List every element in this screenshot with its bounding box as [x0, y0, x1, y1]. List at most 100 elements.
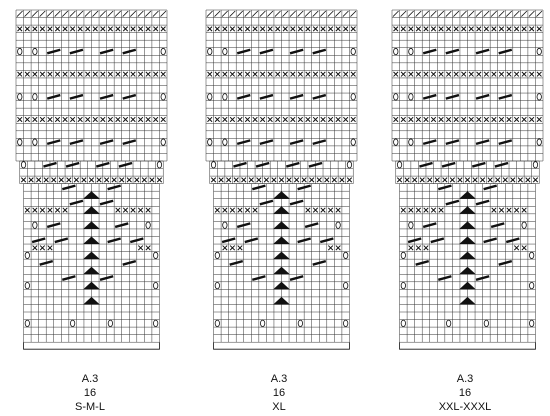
purl-symbol	[36, 177, 42, 183]
knit-diagonal-symbol	[69, 10, 76, 17]
purl-symbol	[476, 71, 482, 77]
purl-symbol	[483, 26, 490, 32]
purl-symbol	[119, 177, 125, 183]
cable-symbol	[43, 161, 57, 168]
purl-symbol	[400, 26, 406, 32]
yarn-over-symbol	[222, 138, 228, 146]
purl-symbol	[137, 116, 144, 123]
yarn-over-symbol	[207, 138, 213, 146]
purl-symbol	[126, 177, 132, 183]
knit-diagonal-symbol	[453, 10, 460, 17]
purl-symbol	[305, 207, 311, 213]
cable-symbol	[255, 161, 270, 168]
purl-symbol	[58, 177, 64, 183]
purl-symbol	[92, 26, 98, 32]
cable-symbol	[475, 93, 490, 100]
yarn-over-symbol	[24, 319, 30, 327]
purl-symbol	[259, 71, 266, 77]
purl-symbol	[506, 71, 512, 77]
yarn-over-symbol	[343, 281, 349, 290]
yarn-over-symbol	[210, 161, 217, 169]
cable-symbol	[445, 93, 460, 100]
yarn-over-symbol	[529, 281, 535, 290]
purl-symbol	[449, 177, 456, 183]
purl-symbol	[320, 116, 326, 123]
knit-diagonal-symbol	[490, 10, 497, 17]
purl-symbol	[252, 116, 258, 123]
cable-symbol	[107, 184, 122, 191]
purl-symbol	[85, 71, 91, 77]
cable-symbol	[475, 199, 490, 206]
purl-symbol	[445, 26, 452, 32]
knit-diagonal-symbol	[39, 10, 46, 17]
yarn-over-symbol	[408, 93, 414, 101]
purl-symbol	[445, 71, 452, 77]
purl-symbol	[107, 71, 114, 77]
cable-symbol	[69, 199, 84, 206]
purl-symbol	[419, 177, 425, 183]
purl-symbol	[62, 26, 68, 32]
purl-symbol	[343, 26, 349, 32]
purl-symbol	[160, 116, 166, 123]
purl-symbol	[335, 71, 341, 77]
purl-symbol	[47, 245, 53, 251]
chart-a3-s-m-l	[15, 9, 168, 350]
decrease-symbol	[83, 251, 100, 260]
purl-symbol	[77, 116, 83, 123]
purl-symbol	[408, 245, 414, 251]
purl-symbol	[487, 177, 493, 183]
knit-diagonal-symbol	[145, 10, 152, 17]
cable-symbol	[61, 184, 76, 191]
purl-symbol	[145, 207, 151, 213]
knit-diagonal-symbol	[350, 10, 357, 17]
purl-symbol	[271, 177, 277, 183]
yarn-over-symbol	[536, 47, 542, 56]
purl-symbol	[335, 245, 341, 251]
purl-symbol	[100, 116, 106, 123]
knit-diagonal-symbol	[521, 10, 528, 17]
stitch-count-label: 16	[84, 387, 96, 399]
purl-symbol	[210, 177, 217, 183]
purl-symbol	[207, 116, 213, 123]
purl-symbol	[100, 26, 106, 32]
purl-symbol	[103, 177, 110, 183]
purl-symbol	[233, 177, 239, 183]
knit-diagonal-symbol	[513, 10, 520, 17]
yarn-over-symbol	[214, 319, 220, 327]
knit-diagonal-symbol	[16, 10, 23, 17]
knit-diagonal-symbol	[528, 10, 535, 17]
purl-symbol	[20, 177, 27, 183]
purl-symbol	[222, 26, 228, 32]
yarn-over-symbol	[160, 138, 166, 146]
yarn-over-symbol	[536, 138, 542, 146]
purl-symbol	[513, 245, 520, 251]
yarn-over-symbol	[24, 251, 30, 259]
purl-symbol	[252, 207, 258, 213]
size-label: XXL-XXXL	[439, 401, 492, 413]
chart-name-label: A.3	[82, 373, 99, 385]
purl-symbol	[438, 71, 444, 77]
knit-diagonal-symbol	[483, 10, 490, 17]
purl-symbol	[149, 177, 155, 183]
cable-symbol	[437, 184, 452, 191]
purl-symbol	[400, 116, 406, 123]
purl-symbol	[218, 177, 224, 183]
purl-symbol	[39, 245, 46, 251]
cable-symbol	[289, 199, 304, 206]
purl-symbol	[483, 71, 490, 77]
purl-symbol	[153, 26, 159, 32]
yarn-over-symbol	[207, 93, 213, 101]
decrease-symbol	[459, 221, 476, 229]
knit-diagonal-symbol	[99, 10, 106, 17]
purl-symbol	[115, 26, 121, 32]
cable-symbol	[304, 222, 319, 229]
purl-symbol	[442, 177, 448, 183]
cable-symbol	[229, 259, 244, 266]
cable-symbol	[31, 237, 46, 244]
purl-symbol	[137, 207, 144, 213]
cable-symbol	[312, 93, 327, 100]
cable-symbol	[122, 93, 137, 100]
purl-symbol	[324, 177, 330, 183]
yarn-over-symbol	[153, 251, 159, 259]
knit-diagonal-symbol	[327, 10, 334, 17]
